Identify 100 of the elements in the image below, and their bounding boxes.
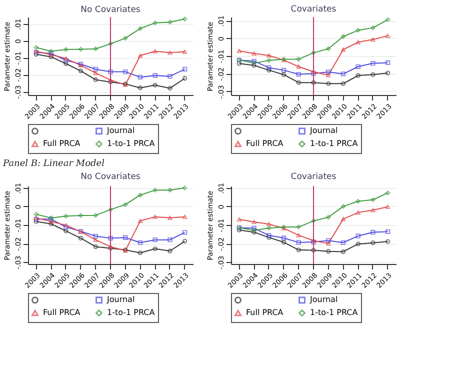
point	[182, 66, 188, 72]
point	[93, 66, 98, 72]
legend-label: 1-to-1 PRCA	[107, 308, 156, 317]
point	[48, 54, 54, 60]
point	[326, 238, 331, 243]
point	[152, 20, 158, 26]
point	[182, 50, 188, 54]
legend-label: Full PRCA	[43, 308, 81, 317]
point	[93, 234, 98, 238]
legend-label: Full PRCA	[43, 139, 81, 148]
point	[340, 34, 346, 39]
point	[311, 50, 316, 56]
chart-title: No Covariates	[80, 172, 141, 182]
point	[326, 81, 331, 86]
point	[152, 82, 158, 88]
point	[311, 80, 316, 85]
point	[266, 58, 272, 63]
point	[138, 74, 143, 80]
text: Panel B: Linear Model	[2, 158, 105, 169]
point	[138, 250, 143, 256]
point	[252, 51, 256, 56]
point	[311, 218, 316, 224]
point	[296, 80, 301, 85]
point	[281, 68, 286, 73]
point	[78, 68, 84, 74]
point	[182, 214, 188, 219]
point	[356, 210, 360, 215]
point	[93, 238, 98, 242]
point	[93, 244, 98, 250]
point	[296, 72, 301, 77]
point	[152, 188, 158, 192]
point	[326, 214, 331, 220]
point	[168, 248, 172, 254]
point	[386, 17, 390, 22]
legend-label: Journal	[309, 126, 338, 136]
legend-label: Full PRCA	[246, 308, 284, 317]
point	[296, 224, 301, 230]
point	[326, 242, 331, 246]
point	[296, 233, 301, 238]
point	[370, 240, 376, 246]
point	[266, 65, 272, 70]
point	[93, 70, 98, 76]
point	[34, 212, 38, 217]
point	[138, 218, 143, 223]
legend-label: Journal	[309, 295, 338, 304]
point	[356, 198, 360, 204]
point	[356, 234, 360, 238]
point	[168, 86, 172, 91]
point	[370, 72, 376, 77]
point	[138, 192, 143, 198]
point	[152, 214, 158, 219]
chart-title: No Covariates	[80, 4, 141, 15]
point	[340, 216, 346, 222]
point	[168, 74, 172, 79]
point	[48, 219, 54, 224]
point	[326, 70, 331, 74]
legend-label: 1-to-1 PRCA	[310, 139, 358, 148]
point	[252, 58, 256, 64]
point	[152, 238, 158, 242]
point	[386, 229, 390, 234]
point	[281, 236, 286, 240]
point	[266, 53, 272, 58]
line-series	[34, 186, 188, 220]
point	[266, 222, 272, 226]
legend-label: 1-to-1 PRCA	[310, 308, 358, 317]
point	[356, 73, 360, 78]
point	[326, 46, 331, 52]
point	[340, 48, 346, 52]
point	[340, 72, 346, 76]
line-series	[236, 190, 390, 233]
point	[370, 197, 376, 202]
point	[123, 36, 128, 41]
point	[78, 46, 84, 52]
point	[108, 41, 113, 46]
point	[386, 190, 390, 196]
point	[340, 249, 346, 254]
point	[138, 240, 143, 245]
line-series	[236, 204, 390, 246]
point	[386, 204, 390, 209]
point	[123, 202, 128, 207]
point	[356, 64, 360, 69]
point	[252, 226, 256, 230]
point	[236, 48, 242, 53]
chart-title: Covariates	[290, 4, 337, 14]
point	[168, 50, 172, 55]
point	[281, 72, 286, 77]
point	[78, 236, 84, 241]
point	[93, 213, 98, 218]
point	[34, 45, 38, 50]
point	[152, 73, 158, 78]
point	[108, 207, 113, 212]
point	[252, 220, 256, 224]
point	[236, 217, 242, 222]
point	[326, 249, 331, 254]
point	[340, 204, 346, 209]
point	[370, 208, 376, 212]
point	[48, 48, 54, 54]
point	[64, 228, 68, 234]
chart-title: Covariates	[290, 172, 337, 182]
point	[356, 28, 360, 33]
